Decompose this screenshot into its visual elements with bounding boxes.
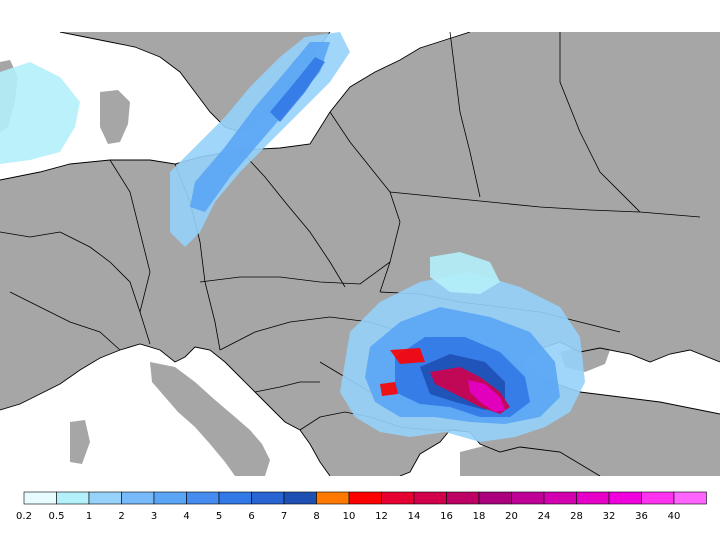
legend-swatch — [153, 491, 187, 505]
legend-label: 24 — [538, 511, 551, 522]
precip-area — [0, 62, 80, 164]
precip-area — [430, 252, 500, 294]
legend-swatch — [251, 491, 285, 505]
legend-swatch — [673, 491, 707, 505]
legend-label: 0.5 — [49, 511, 65, 522]
precip-area — [270, 57, 325, 122]
precipitation-map — [0, 32, 720, 476]
legend-swatches — [23, 491, 707, 505]
legend-label: 12 — [375, 511, 388, 522]
coast-line — [0, 343, 331, 476]
coast-line — [0, 32, 471, 181]
legend-label: 10 — [343, 511, 356, 522]
legend-swatch — [381, 491, 415, 505]
legend-label: 3 — [151, 511, 157, 522]
precip-area — [390, 348, 425, 364]
precip-fields — [0, 32, 585, 442]
continent-europe — [0, 32, 720, 476]
legend-swatch — [641, 491, 675, 505]
border-line — [59, 231, 141, 313]
border-line — [199, 261, 391, 285]
border-line — [9, 291, 121, 351]
border-line — [449, 32, 481, 198]
legend-label: 40 — [668, 511, 681, 522]
italy — [150, 362, 270, 476]
legend-label: 4 — [183, 511, 189, 522]
anatolia — [460, 430, 720, 476]
legend-swatch — [478, 491, 512, 505]
legend-swatch — [283, 491, 317, 505]
legend-label: 18 — [473, 511, 486, 522]
legend-label: 2 — [118, 511, 124, 522]
legend-label: 8 — [313, 511, 319, 522]
legend-swatch — [23, 491, 57, 505]
legend-label: 28 — [570, 511, 583, 522]
legend-label: 0.2 — [16, 511, 32, 522]
border-line — [559, 32, 641, 213]
color-legend: 0.2 0.5 1 2 3 4 5 6 7 8 10 12 14 16 18 20 24 28 32 36 40 — [16, 491, 707, 522]
legend-label: 7 — [281, 511, 287, 522]
legend-swatch — [88, 491, 122, 505]
legend-swatch — [348, 491, 382, 505]
legend-swatch — [413, 491, 447, 505]
legend-swatch — [608, 491, 642, 505]
legend-label: 1 — [86, 511, 92, 522]
legend-swatch — [56, 491, 90, 505]
legend-label: 16 — [440, 511, 453, 522]
legend-swatch — [316, 491, 350, 505]
denmark — [100, 90, 130, 144]
island-west — [70, 420, 90, 464]
legend-label: 36 — [635, 511, 648, 522]
precip-area — [380, 382, 398, 396]
legend-label: 5 — [216, 511, 222, 522]
legend-label: 14 — [408, 511, 421, 522]
legend-swatch — [543, 491, 577, 505]
border-line — [0, 231, 61, 238]
legend-labels: 0.2 0.5 1 2 3 4 5 6 7 8 10 12 14 16 18 20 24 28 32 36 40 — [16, 511, 680, 522]
border-line — [109, 159, 151, 345]
legend-label: 32 — [603, 511, 616, 522]
precip-area — [468, 380, 505, 412]
legend-label: 20 — [505, 511, 518, 522]
border-line — [239, 149, 346, 288]
legend-swatch — [511, 491, 545, 505]
legend-swatch — [218, 491, 252, 505]
border-line — [254, 381, 320, 393]
legend-swatch — [186, 491, 220, 505]
legend-swatch — [576, 491, 610, 505]
legend-label: 6 — [248, 511, 254, 522]
legend-swatch — [446, 491, 480, 505]
legend-swatch — [121, 491, 155, 505]
